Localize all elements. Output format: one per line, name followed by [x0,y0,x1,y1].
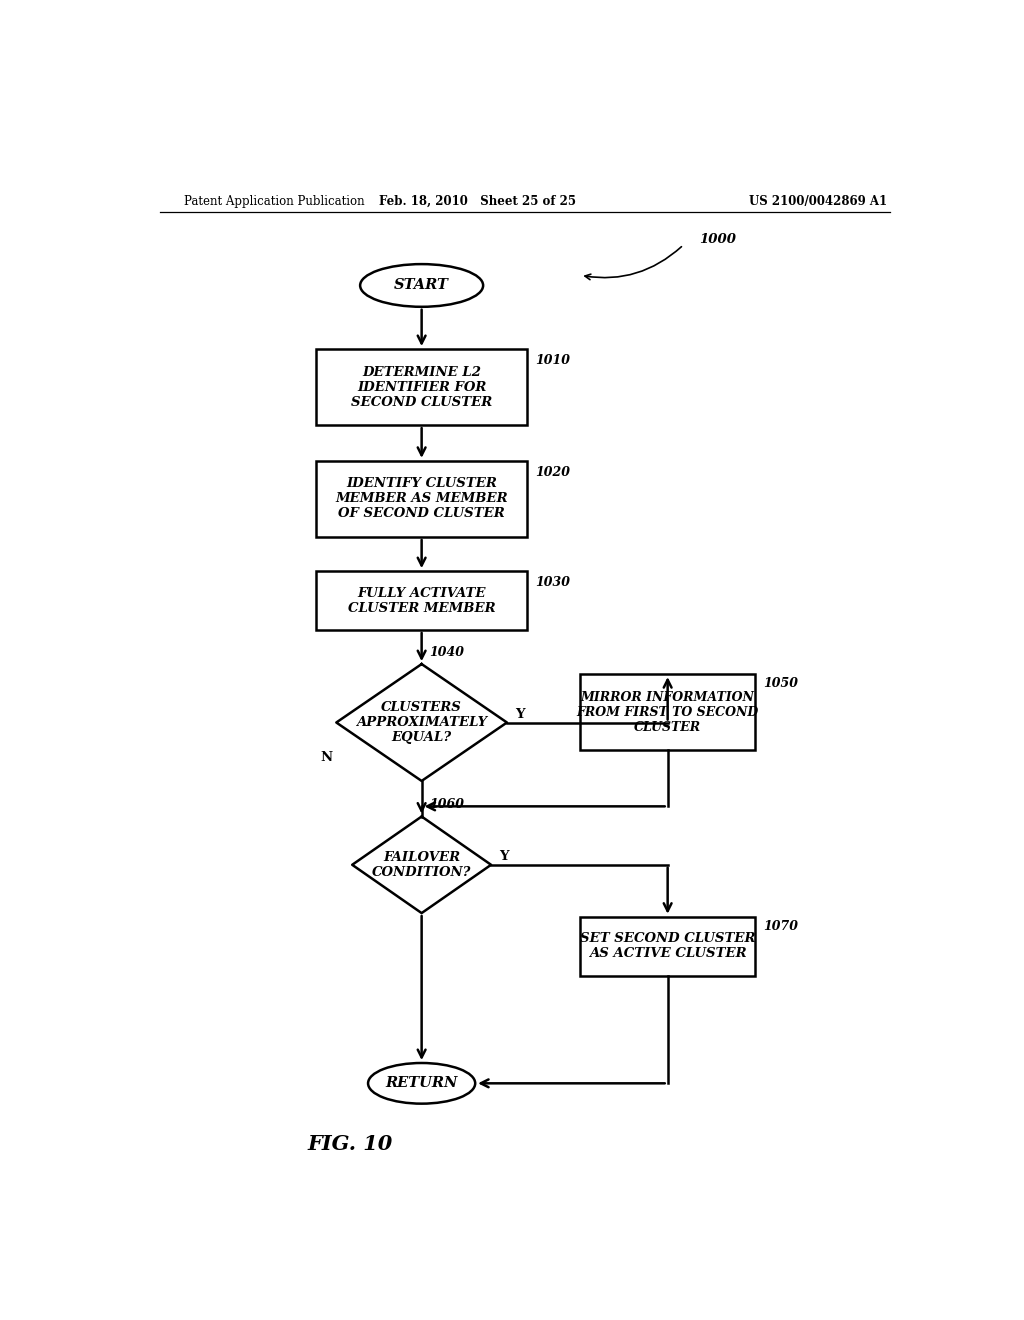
Text: SET SECOND CLUSTER
AS ACTIVE CLUSTER: SET SECOND CLUSTER AS ACTIVE CLUSTER [580,932,756,960]
Text: FULLY ACTIVATE
CLUSTER MEMBER: FULLY ACTIVATE CLUSTER MEMBER [348,586,496,615]
Ellipse shape [360,264,483,306]
Bar [581,916,755,975]
Text: 1000: 1000 [699,234,736,247]
Bar [316,461,526,537]
Text: 1070: 1070 [763,920,798,933]
Text: START: START [394,279,450,293]
Bar [316,572,526,630]
Polygon shape [336,664,507,781]
Text: 1010: 1010 [535,354,569,367]
Text: N: N [321,751,333,764]
Text: FAILOVER
CONDITION?: FAILOVER CONDITION? [372,851,471,879]
Text: 1020: 1020 [535,466,569,479]
Text: DETERMINE L2
IDENTIFIER FOR
SECOND CLUSTER: DETERMINE L2 IDENTIFIER FOR SECOND CLUST… [351,366,493,409]
Text: Feb. 18, 2010   Sheet 25 of 25: Feb. 18, 2010 Sheet 25 of 25 [379,194,575,207]
Bar [581,675,755,751]
Text: CLUSTERS
APPROXIMATELY
EQUAL?: CLUSTERS APPROXIMATELY EQUAL? [356,701,487,744]
Text: 1030: 1030 [535,576,569,589]
Text: US 2100/0042869 A1: US 2100/0042869 A1 [750,194,888,207]
Text: RETURN: RETURN [385,1076,458,1090]
Text: 1060: 1060 [430,799,465,812]
Text: IDENTIFY CLUSTER
MEMBER AS MEMBER
OF SECOND CLUSTER: IDENTIFY CLUSTER MEMBER AS MEMBER OF SEC… [335,478,508,520]
Text: MIRROR INFORMATION
FROM FIRST TO SECOND
CLUSTER: MIRROR INFORMATION FROM FIRST TO SECOND … [577,690,759,734]
Text: Patent Application Publication: Patent Application Publication [183,194,365,207]
Text: 1050: 1050 [763,677,798,690]
Text: Y: Y [515,708,524,721]
Text: Y: Y [499,850,509,863]
Ellipse shape [368,1063,475,1104]
Text: 1040: 1040 [430,645,465,659]
Text: FIG. 10: FIG. 10 [307,1134,393,1154]
Polygon shape [352,817,492,913]
Bar [316,348,526,425]
